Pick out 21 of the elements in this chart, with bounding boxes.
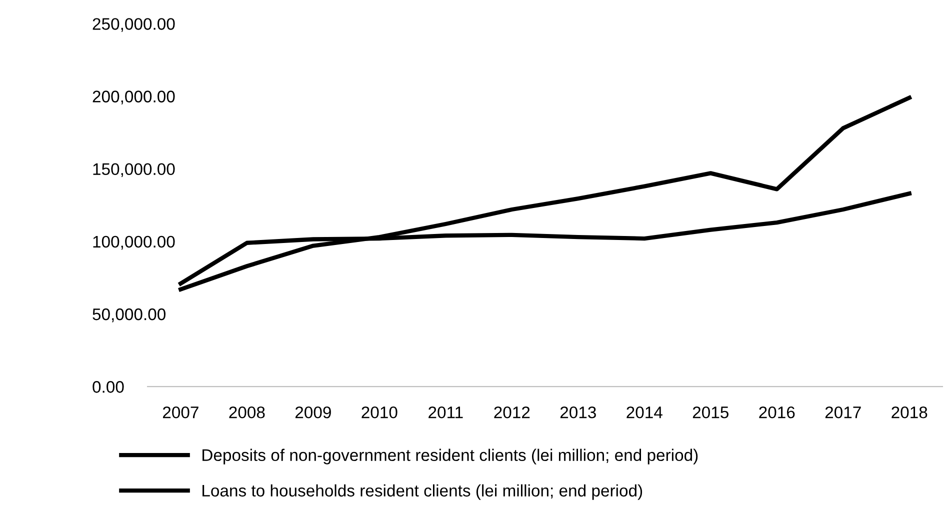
x-tick-label: 2009	[295, 406, 331, 418]
line-series	[178, 96, 912, 292]
y-tick-label: 150,000.00	[93, 163, 175, 178]
x-tick-label: 2014	[626, 406, 662, 418]
x-tick-label: 2018	[892, 406, 928, 418]
legend-label: Loans to households resident clients (lei million; end period)	[202, 484, 642, 500]
x-tick-label: 2011	[428, 406, 463, 418]
x-tick-label: 2010	[362, 406, 398, 418]
x-tick-label: 2013	[560, 406, 596, 418]
x-tick-label: 2017	[825, 406, 861, 418]
x-tick-label: 2015	[692, 406, 728, 418]
y-tick-label: 250,000.00	[92, 18, 175, 32]
x-tick-label: 2012	[494, 406, 530, 418]
x-tick-label: 2016	[759, 406, 795, 418]
y-tick-label: 100,000.00	[93, 236, 175, 250]
y-tick-label: 0.00	[92, 381, 124, 393]
x-tick-label: 2007	[162, 406, 198, 418]
x-tick-label: 2008	[229, 406, 265, 418]
y-tick-label: 200,000.00	[92, 90, 175, 104]
legend-label: Deposits of non-government resident clients (lei million; end period)	[202, 448, 698, 464]
y-tick-label: 50,000.00	[92, 308, 166, 322]
